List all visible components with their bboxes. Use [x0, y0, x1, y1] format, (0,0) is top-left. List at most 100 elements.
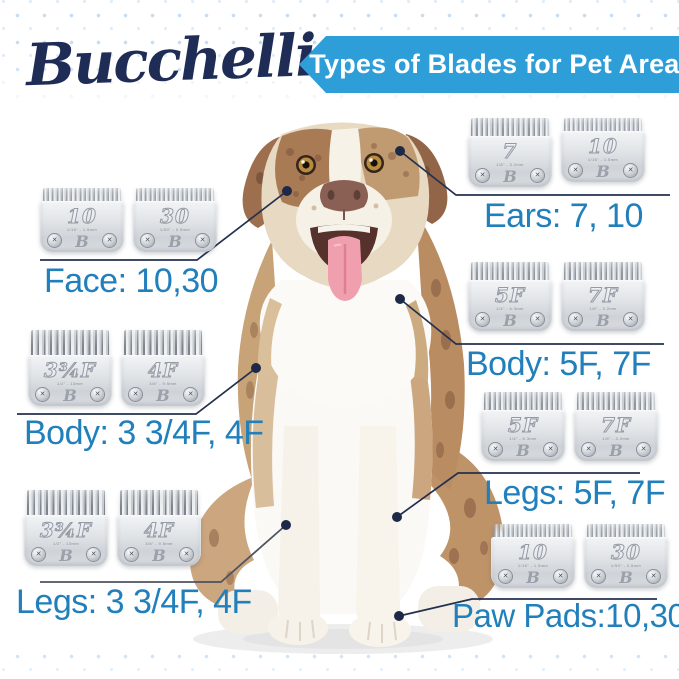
screw-icon	[592, 570, 605, 583]
clipper-blade-10: 10 1/16" - 1.5mm B	[491, 524, 575, 588]
blade-body: 30 1/50" - 0.5mm B	[133, 201, 217, 252]
screw-icon	[569, 164, 582, 177]
blade-teeth	[31, 330, 109, 355]
screw-icon	[647, 570, 660, 583]
dog-illustration	[189, 122, 505, 654]
clipper-blade-334f: 3¾F 1/2" - 13mm B	[28, 330, 112, 406]
blade-body: 10 1/16" - 1.5mm B	[561, 131, 645, 182]
screw-icon	[489, 443, 502, 456]
blade-brand-initial: B	[609, 441, 623, 460]
blade-brand-initial: B	[596, 311, 610, 330]
clipper-blade-30: 30 1/50" - 0.5mm B	[133, 188, 217, 252]
blade-group-paw-pads: 10 1/16" - 1.5mm B 30 1/50" - 0.5mm B	[491, 524, 668, 588]
blade-group-legs-right: 5F 1/4" - 6.3mm B 7F 1/8" - 3.2mm B	[481, 392, 658, 461]
blade-size-text: 1/16" - 1.5mm	[587, 157, 619, 162]
screw-icon	[141, 234, 154, 247]
blade-number: 3¾F	[44, 358, 96, 383]
screw-icon	[48, 234, 61, 247]
screw-icon	[637, 443, 650, 456]
blade-size-text: 1/50" - 0.5mm	[610, 563, 642, 568]
blade-body: 7F 1/8" - 3.2mm B	[561, 280, 645, 331]
clipper-blade-5f: 5F 1/4" - 6.3mm B	[468, 262, 552, 331]
blade-body: 5F 1/4" - 6.3mm B	[468, 280, 552, 331]
screw-icon	[36, 388, 49, 401]
clipper-blade-10: 10 1/16" - 1.5mm B	[561, 118, 645, 187]
dog-photo	[178, 108, 512, 658]
blade-number: 7F	[600, 413, 632, 438]
blade-brand-initial: B	[503, 311, 517, 330]
blade-number: 4F	[143, 518, 175, 543]
clipper-blade-7: 7 1/8" - 3.2mm B	[468, 118, 552, 187]
screw-icon	[569, 313, 582, 326]
blade-teeth	[484, 392, 562, 410]
blade-number: 5F	[494, 283, 526, 308]
blade-teeth	[564, 118, 642, 131]
area-label-body-left: Body: 3 3/4F, 4F	[24, 414, 264, 452]
screw-icon	[624, 313, 637, 326]
blade-teeth	[136, 188, 214, 201]
clipper-blade-4f: 4F 3/8" - 9.5mm B	[117, 490, 201, 566]
area-label-legs-left: Legs: 3 3/4F, 4F	[16, 583, 252, 621]
blade-body: 4F 3/8" - 9.5mm B	[117, 515, 201, 566]
blade-body: 3¾F 1/2" - 13mm B	[24, 515, 108, 566]
blade-teeth	[577, 392, 655, 410]
blade-number: 5F	[507, 413, 539, 438]
blade-brand-initial: B	[503, 167, 517, 186]
blade-brand-initial: B	[168, 232, 182, 251]
clipper-blade-30: 30 1/50" - 0.5mm B	[584, 524, 668, 588]
blade-brand-initial: B	[526, 568, 540, 587]
screw-icon	[32, 548, 45, 561]
blade-teeth	[120, 490, 198, 515]
clipper-blade-4f: 4F 3/8" - 9.5mm B	[121, 330, 205, 406]
blade-body: 7 1/8" - 3.2mm B	[468, 136, 552, 187]
blade-teeth	[124, 330, 202, 355]
blade-size-text: 1/8" - 3.2mm	[496, 162, 524, 167]
brand-name: Bucchelli	[24, 21, 317, 100]
blade-size-text: 3/8" - 9.5mm	[149, 381, 177, 386]
screw-icon	[180, 548, 193, 561]
blade-body: 5F 1/4" - 6.3mm B	[481, 410, 565, 461]
blade-body: 30 1/50" - 0.5mm B	[584, 537, 668, 588]
blade-number: 10	[518, 540, 548, 565]
screw-icon	[184, 388, 197, 401]
screw-icon	[103, 234, 116, 247]
blade-teeth	[564, 262, 642, 280]
blade-brand-initial: B	[59, 546, 73, 565]
blade-body: 10 1/16" - 1.5mm B	[491, 537, 575, 588]
clipper-blade-334f: 3¾F 1/2" - 13mm B	[24, 490, 108, 566]
banner-title: Types of Blades for Pet Areas	[309, 49, 679, 79]
title-banner: Types of Blades for Pet Areas	[299, 36, 679, 93]
blade-teeth	[43, 188, 121, 201]
screw-icon	[129, 388, 142, 401]
blade-size-text: 1/8" - 3.2mm	[589, 306, 617, 311]
blade-size-text: 1/16" - 1.5mm	[66, 227, 98, 232]
blade-teeth	[587, 524, 665, 537]
blade-number: 7F	[587, 283, 619, 308]
blade-teeth	[27, 490, 105, 515]
blade-size-text: 1/16" - 1.5mm	[517, 563, 549, 568]
blade-size-text: 1/8" - 3.2mm	[602, 436, 630, 441]
blade-number: 4F	[147, 358, 179, 383]
screw-icon	[624, 164, 637, 177]
blade-number: 10	[67, 204, 97, 229]
clipper-blade-7f: 7F 1/8" - 3.2mm B	[561, 262, 645, 331]
screw-icon	[87, 548, 100, 561]
blade-teeth	[471, 118, 549, 136]
area-label-face: Face: 10,30	[44, 262, 219, 300]
clipper-blade-7f: 7F 1/8" - 3.2mm B	[574, 392, 658, 461]
blade-group-face: 10 1/16" - 1.5mm B 30 1/50" - 0.5mm B	[40, 188, 217, 252]
screw-icon	[531, 313, 544, 326]
blade-brand-initial: B	[75, 232, 89, 251]
brand-logo: Bucchelli™	[24, 21, 333, 100]
blade-size-text: 1/2" - 13mm	[56, 381, 84, 386]
blade-group-legs-left: 3¾F 1/2" - 13mm B 4F 3/8" - 9.5mm B	[24, 490, 201, 566]
blade-brand-initial: B	[152, 546, 166, 565]
area-label-ears: Ears: 7, 10	[484, 197, 643, 235]
blade-teeth	[494, 524, 572, 537]
blade-size-text: 1/4" - 6.3mm	[509, 436, 537, 441]
blade-brand-initial: B	[156, 386, 170, 405]
blade-number: 30	[611, 540, 641, 565]
blade-size-text: 3/8" - 9.5mm	[145, 541, 173, 546]
blade-group-ears: 7 1/8" - 3.2mm B 10 1/16" - 1.5mm B	[468, 118, 645, 187]
